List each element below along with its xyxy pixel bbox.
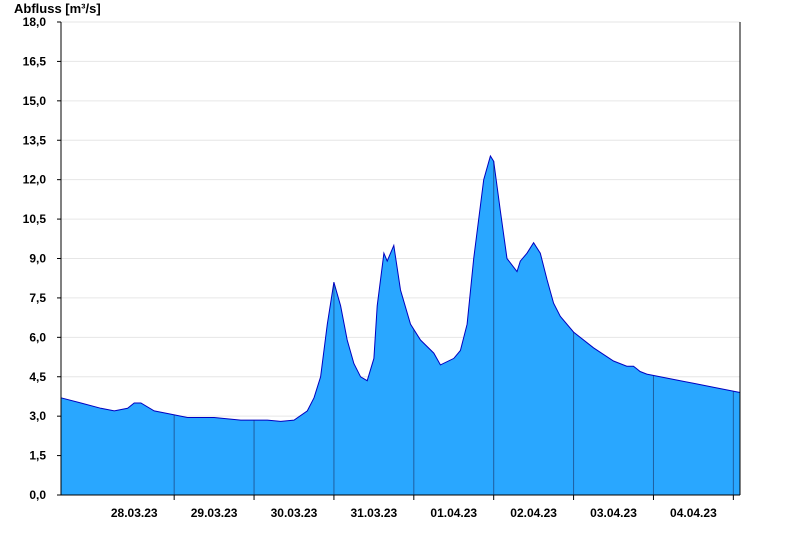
x-tick-label: 02.04.23 — [510, 506, 557, 520]
axes — [57, 21, 741, 500]
y-tick-label: 18,0 — [23, 15, 47, 29]
x-tick-label: 01.04.23 — [430, 506, 477, 520]
y-tick-label: 12,0 — [23, 173, 47, 187]
discharge-line — [60, 154, 741, 422]
x-tick-label: 04.04.23 — [670, 506, 717, 520]
y-tick-label: 1,5 — [29, 449, 46, 463]
y-tick-label: 16,5 — [23, 54, 47, 68]
y-tick-label: 3,0 — [29, 409, 46, 423]
x-tick-label: 28.03.23 — [111, 506, 158, 520]
discharge-area — [61, 156, 740, 495]
y-tick-label: 13,5 — [23, 133, 47, 147]
y-tick-label: 10,5 — [23, 212, 47, 226]
y-axis-label: Abfluss [m³/s] — [14, 1, 101, 16]
x-tick-label: 03.04.23 — [590, 506, 637, 520]
day-separator-lines — [173, 161, 734, 495]
x-tick-label: 29.03.23 — [191, 506, 238, 520]
y-tick-label: 4,5 — [29, 370, 46, 384]
x-tick-label: 31.03.23 — [351, 506, 398, 520]
y-tick-labels: 0,0 1,5 3,0 4,5 6,0 7,5 9,0 10,5 12,0 13,5 15,0 16,… — [23, 15, 47, 502]
y-tick-label: 15,0 — [23, 94, 47, 108]
x-tick-labels: 28.03.23 29.03.23 30.03.23 31.03.23 01.04.23… — [111, 506, 717, 520]
y-tick-label: 0,0 — [29, 488, 46, 502]
y-tick-label: 9,0 — [29, 252, 46, 266]
x-tick-label: 30.03.23 — [271, 506, 318, 520]
y-tick-label: 7,5 — [29, 291, 46, 305]
y-tick-label: 6,0 — [29, 330, 46, 344]
